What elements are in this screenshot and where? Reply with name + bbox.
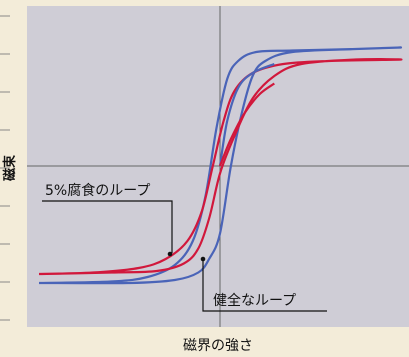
annotation-label-corroded: 5%腐食のループ [45,182,150,199]
series-line-2 [218,62,275,167]
annotation-leader-healthy [202,259,327,312]
annotation-label-healthy: 健全なループ [213,292,296,309]
annotation-point-corroded [167,251,173,257]
left-tick-marks [0,15,10,321]
y-axis-label: 磁束 [2,154,18,181]
series-line-3 [218,82,275,167]
annotation-leader-corroded [42,200,173,253]
series-line-0 [38,46,403,285]
x-axis-label: 磁界の強さ [183,338,253,354]
series-layer [38,46,403,285]
annotations: 5%腐食のループ 健全なループ [42,182,327,312]
series-line-1 [38,58,403,276]
annotation-point-healthy [200,256,206,262]
